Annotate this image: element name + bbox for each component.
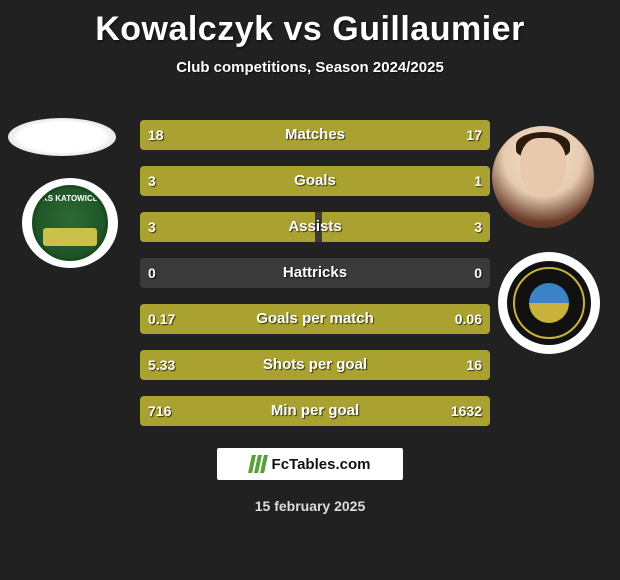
stat-row: 00Hattricks: [140, 258, 490, 288]
stat-label: Goals per match: [140, 304, 490, 334]
stat-label: Min per goal: [140, 396, 490, 426]
left-player-avatar: [8, 118, 116, 156]
stat-label: Matches: [140, 120, 490, 150]
right-player-avatar: [492, 126, 594, 228]
page-subtitle: Club competitions, Season 2024/2025: [0, 59, 620, 76]
fctables-icon: [248, 455, 270, 473]
stat-row: 5.3316Shots per goal: [140, 350, 490, 380]
stat-label: Shots per goal: [140, 350, 490, 380]
stat-row: 1817Matches: [140, 120, 490, 150]
right-club-badge: [498, 252, 600, 354]
page-title: Kowalczyk vs Guillaumier: [0, 0, 620, 49]
stat-row: 31Goals: [140, 166, 490, 196]
stat-row: 7161632Min per goal: [140, 396, 490, 426]
stat-row: 0.170.06Goals per match: [140, 304, 490, 334]
left-club-band: [43, 228, 97, 246]
fctables-text: FcTables.com: [272, 456, 371, 473]
avatar-face-shape: [520, 138, 566, 196]
stat-row: 33Assists: [140, 212, 490, 242]
date-text: 15 february 2025: [0, 498, 620, 514]
fctables-badge[interactable]: FcTables.com: [217, 448, 403, 480]
left-club-badge: KS KATOWICE: [22, 178, 118, 268]
right-club-center: [529, 283, 569, 323]
left-club-badge-inner: KS KATOWICE: [32, 185, 108, 261]
stat-label: Hattricks: [140, 258, 490, 288]
left-club-text: KS KATOWICE: [35, 194, 105, 203]
stat-label: Assists: [140, 212, 490, 242]
comparison-chart: 1817Matches 31Goals 33Assists 00Hattricks 0.…: [140, 120, 490, 442]
stat-label: Goals: [140, 166, 490, 196]
right-club-badge-inner: [507, 261, 591, 345]
